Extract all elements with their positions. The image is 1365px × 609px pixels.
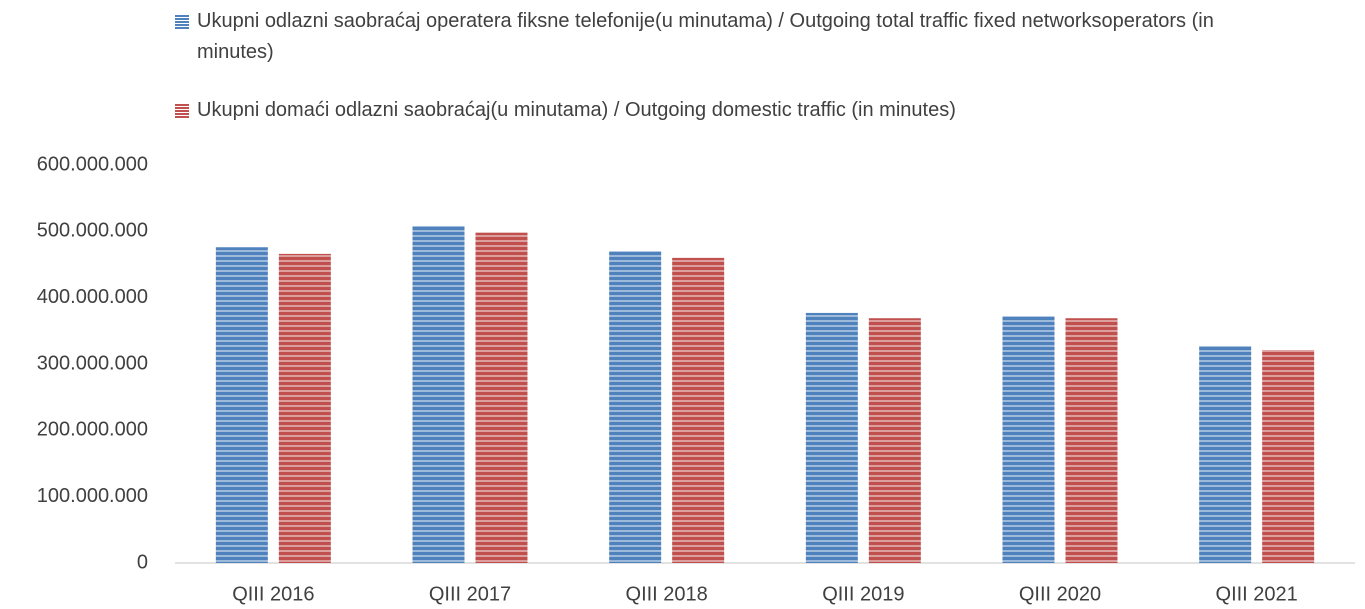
legend-label: Ukupni domaći odlazni saobraćaj(u minuta… (197, 99, 956, 121)
legend-swatch (175, 15, 189, 29)
bar (672, 257, 725, 563)
x-tick-label: QIII 2017 (429, 583, 511, 605)
bar (1065, 318, 1118, 563)
bar (278, 253, 331, 564)
y-tick-label: 300.000.000 (37, 352, 148, 374)
bar (805, 312, 858, 563)
x-tick-label: QIII 2016 (232, 583, 314, 605)
y-tick-label: 500.000.000 (37, 220, 148, 242)
y-tick-label: 0 (137, 551, 148, 573)
y-tick-label: 100.000.000 (37, 485, 148, 507)
bar (1002, 316, 1055, 563)
x-tick-label: QIII 2021 (1216, 583, 1298, 605)
bar (609, 251, 662, 563)
x-tick-label: QIII 2020 (1019, 583, 1101, 605)
x-tick-label: QIII 2019 (822, 583, 904, 605)
legend-label: Ukupni odlazni saobraćaj operatera fiksn… (197, 10, 1214, 63)
legend-item: Ukupni domaći odlazni saobraćaj(u minuta… (175, 95, 1272, 126)
legend-item: Ukupni odlazni saobraćaj operatera fiksn… (175, 6, 1272, 68)
legend-swatch (175, 104, 189, 118)
bar (1199, 346, 1252, 563)
y-tick-label: 600.000.000 (37, 153, 148, 175)
bar (868, 318, 921, 563)
y-tick-label: 400.000.000 (37, 286, 148, 308)
bar (475, 232, 528, 563)
bar (412, 226, 465, 563)
bar (1262, 350, 1315, 563)
bar (215, 247, 268, 563)
x-tick-label: QIII 2018 (626, 583, 708, 605)
y-tick-label: 200.000.000 (37, 419, 148, 441)
